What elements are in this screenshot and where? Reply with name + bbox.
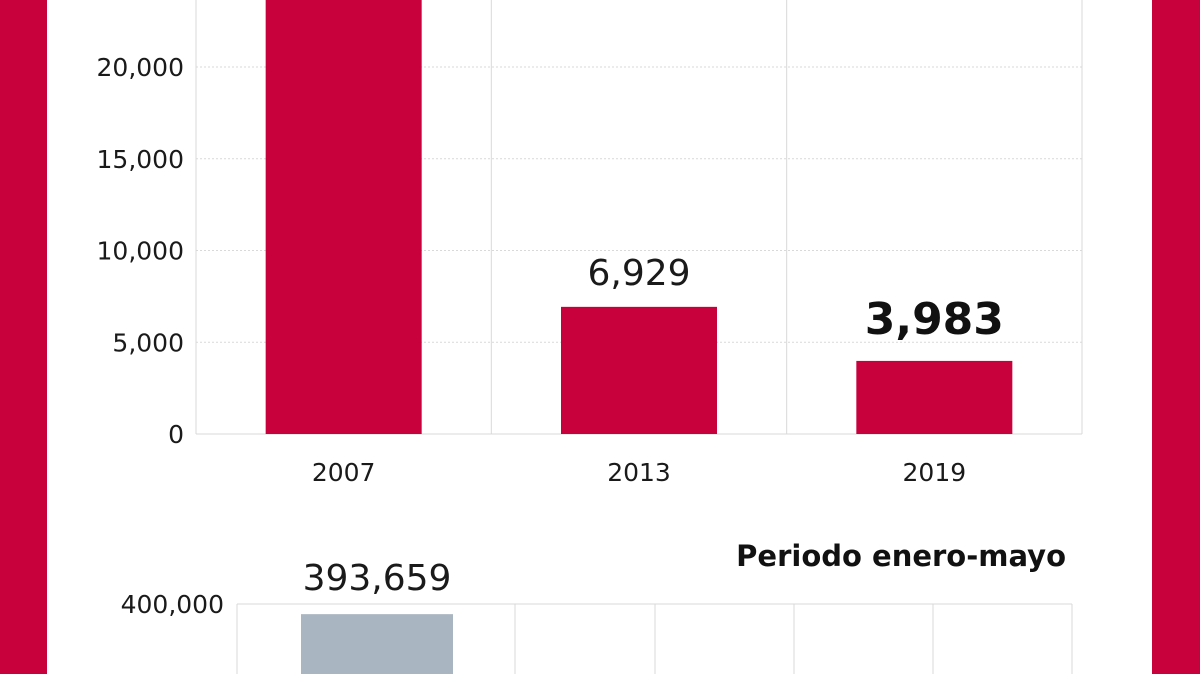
top-y-tick-label: 5,000 [112, 328, 184, 357]
bottom-data-label: 393,659 [303, 558, 452, 599]
top-y-tick-label: 0 [168, 420, 184, 449]
bottom-chart-title: Periodo enero-mayo [736, 539, 1066, 573]
top-x-tick-label: 2007 [312, 458, 376, 487]
bottom-chart-grid [236, 603, 1073, 674]
top-y-tick-label: 15,000 [97, 145, 184, 174]
top-chart-y-axis: 0 5,000 10,000 15,000 20,000 [97, 53, 184, 449]
top-chart-bars [265, 0, 1013, 434]
top-chart-x-axis: 2007 2013 2019 [312, 458, 966, 487]
top-x-tick-label: 2013 [607, 458, 671, 487]
bottom-y-tick-label: 400,000 [121, 590, 224, 619]
top-y-tick-label: 20,000 [97, 53, 184, 82]
top-chart-data-labels: 6,929 3,983 [587, 253, 1003, 345]
top-bar-2019 [856, 360, 1013, 434]
left-accent-band [0, 0, 47, 674]
bottom-chart-y-axis: 350,000 400,000 [121, 590, 224, 674]
bottom-y-tick-label: 350,000 [121, 670, 224, 674]
top-bar-chart: 0 5,000 10,000 15,000 20,000 2007 2013 2019 6,… [97, 0, 1083, 487]
top-data-label: 6,929 [587, 253, 690, 294]
bottom-chart-data-labels: 393,659 [303, 558, 452, 599]
top-x-tick-label: 2019 [903, 458, 967, 487]
top-y-tick-label: 10,000 [97, 237, 184, 266]
top-data-label: 3,983 [865, 294, 1004, 345]
bottom-bar-chart: Periodo enero-mayo 350,000 400,000 393,65… [121, 539, 1073, 674]
top-bar-2007 [265, 0, 422, 434]
bottom-chart-bars [301, 614, 453, 674]
right-accent-band [1152, 0, 1200, 674]
bottom-bar [301, 614, 453, 674]
top-bar-2013 [561, 306, 717, 434]
